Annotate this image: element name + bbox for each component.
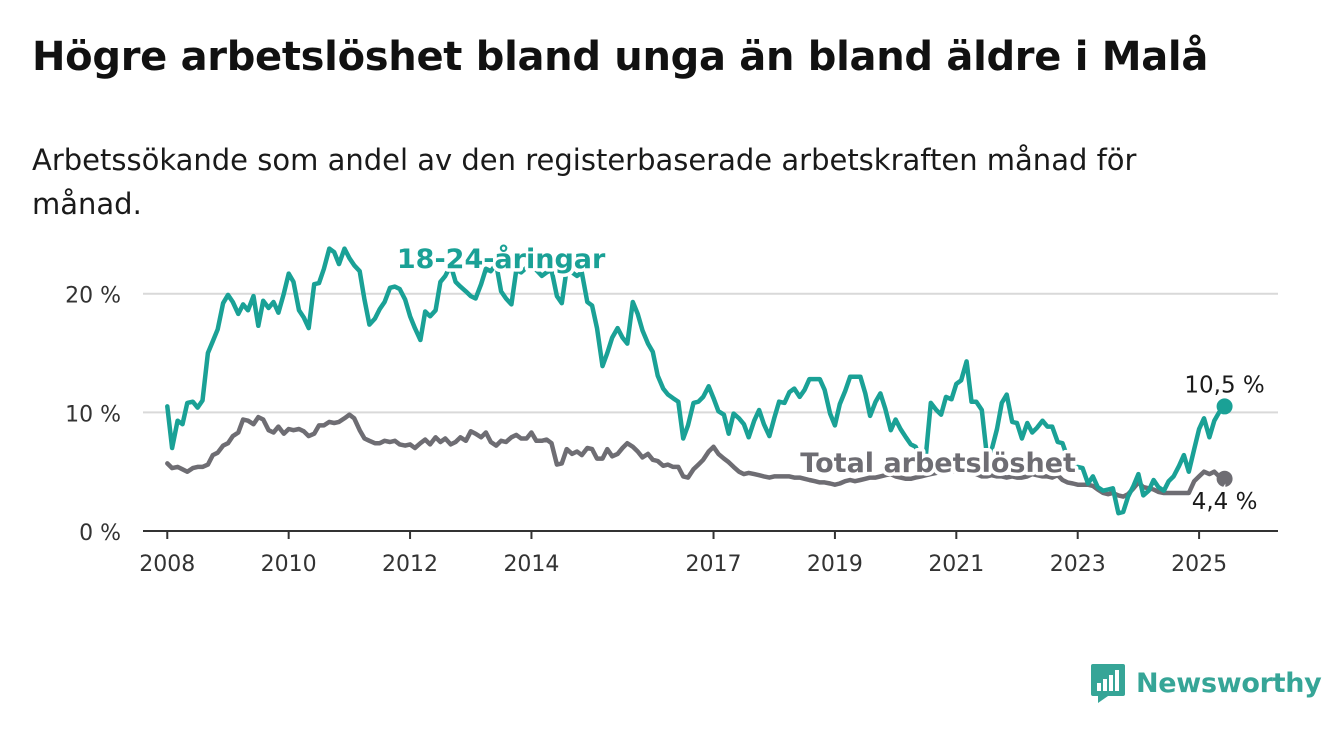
bar-chart-speech-icon: [1091, 664, 1125, 703]
x-tick-label: 2019: [807, 552, 863, 577]
series-line-total: [165, 412, 1227, 499]
page-subtitle: Arbetssökande som andel av den registerb…: [32, 143, 1137, 221]
y-tick-label: 0 %: [79, 521, 121, 546]
series-end-dot: [1216, 398, 1233, 415]
series-line-youth: [165, 246, 1227, 516]
x-tick-label: 2023: [1050, 552, 1106, 577]
end-label-youth: 10,5 %: [1184, 372, 1264, 398]
y-axis-ticks: 0 % 10 % 20 %: [65, 284, 121, 546]
x-tick-label: 2017: [686, 552, 742, 577]
x-tick-label: 2008: [139, 552, 195, 577]
x-axis-ticks: 2008 2010 2012 2014 2017 2019 2021 2023 2025: [139, 530, 1278, 577]
grid-lines: [143, 292, 1278, 414]
x-tick-label: 2010: [261, 552, 317, 577]
page-title: Högre arbetslöshet bland unga än bland ä…: [32, 34, 1209, 80]
series-labels: 18-24-åringar Total arbetslöshet 10,5 % 4,4…: [393, 240, 1267, 518]
series-label-total: Total arbetslöshet: [800, 448, 1076, 479]
y-tick-label: 10 %: [65, 402, 121, 427]
x-tick-label: 2025: [1171, 552, 1227, 577]
x-tick-label: 2012: [382, 552, 438, 577]
end-label-total: 4,4 %: [1192, 489, 1258, 515]
x-tick-label: 2021: [928, 552, 984, 577]
newsworthy-logo: Newsworthy: [1090, 662, 1322, 704]
series-label-youth: 18-24-åringar: [397, 243, 606, 275]
x-tick-label: 2014: [503, 552, 559, 577]
series-lines: [165, 246, 1233, 516]
brand-name: Newsworthy: [1136, 667, 1322, 699]
y-tick-label: 20 %: [65, 284, 121, 309]
series-end-dot: [1216, 470, 1233, 487]
